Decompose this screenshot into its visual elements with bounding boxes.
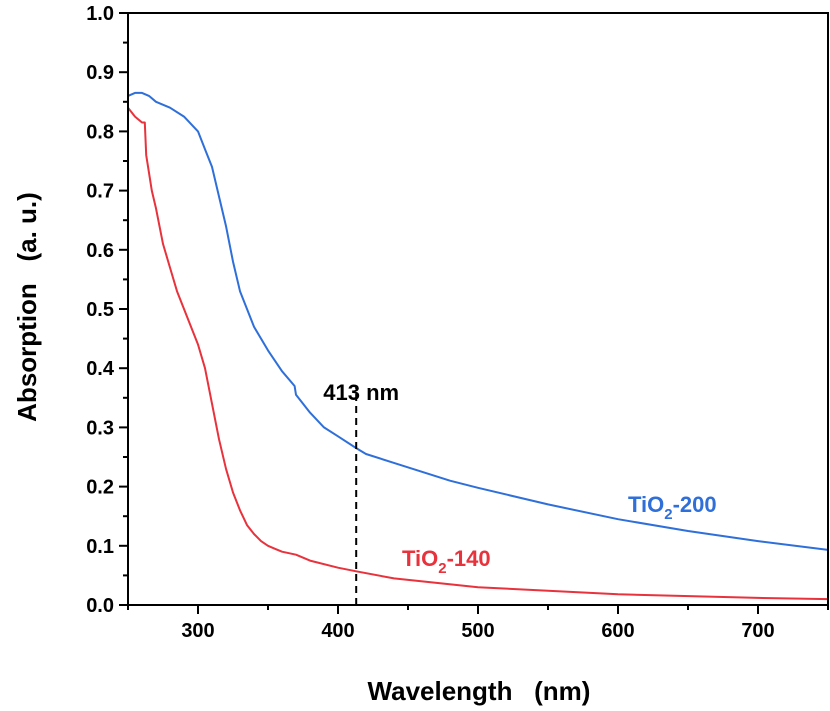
x-tick-label: 600 <box>601 620 634 642</box>
y-tick-label: 0.3 <box>86 417 114 439</box>
y-tick-label: 0.9 <box>86 62 114 84</box>
x-tick-label: 500 <box>461 620 494 642</box>
x-tick-label: 400 <box>321 620 354 642</box>
series-label-tio2-140: TiO2-140 <box>402 546 491 577</box>
y-tick-label: 0.1 <box>86 536 114 558</box>
y-axis-title: Absorption (a. u.) <box>12 192 42 422</box>
x-tick-label: 700 <box>741 620 774 642</box>
annotation-label: 413 nm <box>323 380 399 405</box>
y-tick-label: 0.0 <box>86 595 114 617</box>
y-tick-label: 0.6 <box>86 240 114 262</box>
y-tick-label: 0.7 <box>86 181 114 203</box>
x-tick-label: 300 <box>181 620 214 642</box>
series-line-tio2-140 <box>127 107 829 601</box>
y-tick-label: 0.8 <box>86 121 114 143</box>
series-label-tio2-200: TiO2-200 <box>628 492 717 523</box>
x-axis-title: Wavelength (nm) <box>368 676 591 706</box>
y-tick-label: 0.2 <box>86 477 114 499</box>
y-tick-label: 1.0 <box>86 3 114 25</box>
y-tick-label: 0.5 <box>86 299 114 321</box>
plot-frame <box>127 12 829 606</box>
y-tick-label: 0.4 <box>86 358 115 380</box>
series-line-tio2-200 <box>127 91 829 551</box>
